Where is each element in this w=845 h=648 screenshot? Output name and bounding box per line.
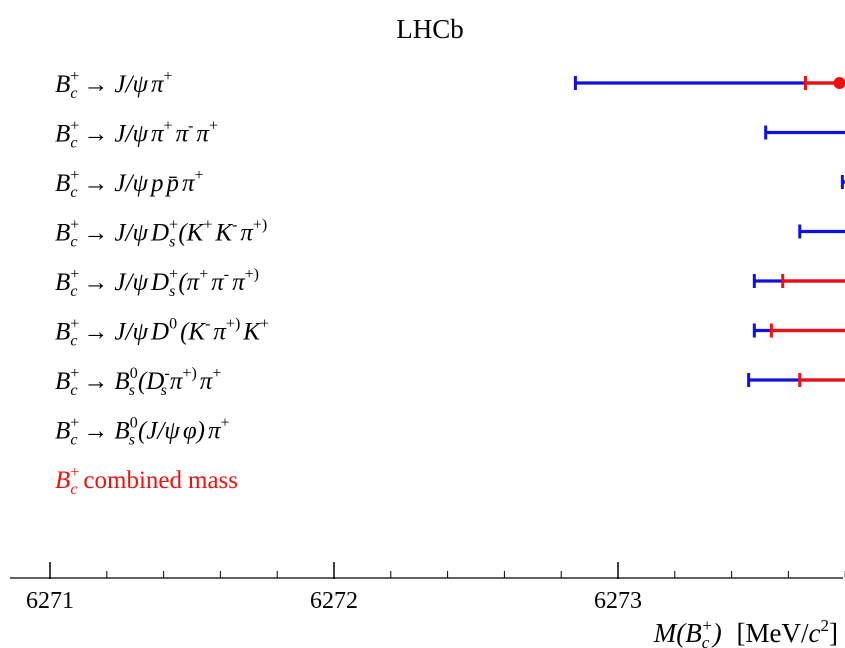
- measurement-3: [798, 224, 845, 239]
- decay-label-1: B+c​→J/ψπ+​π-​π+​: [55, 118, 218, 152]
- measurement-4: [752, 274, 845, 288]
- decay-label-6: B+c​→B0s​(D-s​π+)​π+​: [55, 365, 221, 399]
- measurement-2: [840, 175, 845, 189]
- measurement-5: [752, 323, 845, 338]
- measurement-6: [747, 373, 845, 387]
- x-axis-label: M(Bc+) [MeV/c2]: [653, 616, 838, 648]
- measurement-bars: [573, 76, 845, 387]
- decay-label-4: B+c​→J/ψD+s​(π+​π-​π+)​: [55, 266, 259, 300]
- x-tick-label: 6272: [310, 588, 358, 614]
- central-value: [833, 77, 845, 89]
- x-tick-label: 6273: [594, 588, 642, 614]
- measurement-0: [573, 76, 845, 90]
- x-tick-label: 6271: [26, 588, 74, 614]
- measurement-1: [764, 125, 845, 140]
- decay-label-7: B+c​→B0s​(J/ψφ)π+​: [55, 415, 230, 449]
- decay-label-2: B+c​→J/ψpp̄π+​: [55, 167, 204, 201]
- decay-label-3: B+c​→J/ψD+s​(K+​K-​π+)​: [55, 217, 267, 251]
- x-axis: 627162726273627462756276: [10, 562, 845, 614]
- decay-labels: B+c​→J/ψπ+​ B+c​→J/ψπ+​π-​π+​ B+c​→J/ψpp̄π…: [55, 68, 269, 498]
- decay-label-5: B+c​→J/ψD0​(K-​π+)​K+​: [55, 316, 269, 350]
- chart-title: LHCb: [396, 14, 464, 44]
- decay-label-0: B+c​→J/ψπ+​: [55, 68, 173, 102]
